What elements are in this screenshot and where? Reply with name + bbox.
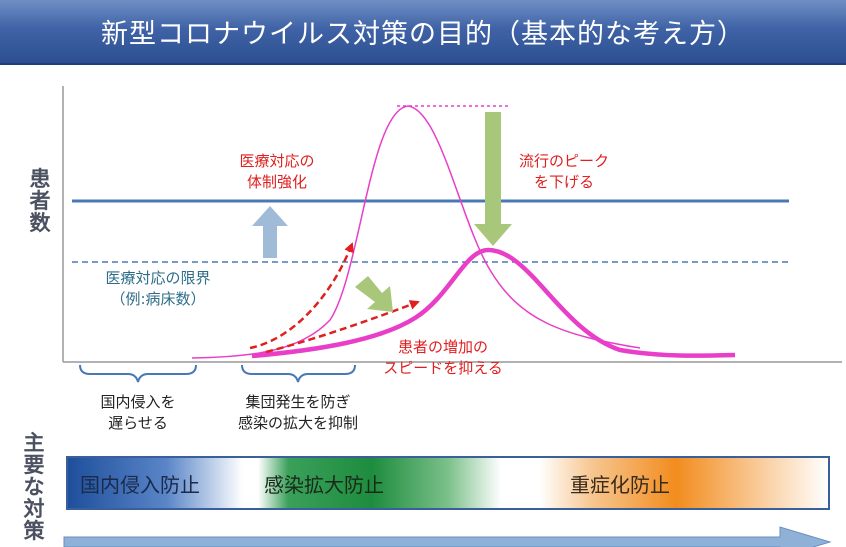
measures-band: 国内侵入防止 感染拡大防止 重症化防止 xyxy=(66,456,830,510)
lower-peak-line-2: を下げる xyxy=(533,173,594,191)
entry-phase-line-2: 遅らせる xyxy=(108,414,168,432)
page-title: 新型コロナウイルス対策の目的（基本的な考え方） xyxy=(101,19,745,50)
title-bar: 新型コロナウイルス対策の目的（基本的な考え方） xyxy=(0,0,846,65)
measures-title-text: 主要な対策 xyxy=(23,431,45,543)
cluster-phase-label: 集団発生を防ぎ 感染の拡大を抑制 xyxy=(228,392,368,434)
measure-spread-prevention: 感染拡大防止 xyxy=(264,473,384,497)
timeline-arrow xyxy=(63,526,832,547)
slow-growth-line-2: スピードを抑える xyxy=(383,359,503,377)
capacity-limit-line-2: （例:病床数） xyxy=(110,290,206,308)
mitigated-curve xyxy=(251,247,736,359)
lower-peak-line-1: 流行のピーク xyxy=(518,152,609,170)
capacity-strengthen-line-1: 医療対応の xyxy=(239,152,315,170)
y-axis-label-text: 患者数 xyxy=(29,167,51,235)
y-axis-label: 患者数 xyxy=(28,168,52,234)
measures-title: 主要な対策 xyxy=(22,432,46,542)
unmitigated-curve xyxy=(191,105,641,359)
entry-phase-label: 国内侵入を 遅らせる xyxy=(78,392,198,434)
capacity-limit-label: 医療対応の限界 （例:病床数） xyxy=(93,268,223,310)
slowed-growth-arrow xyxy=(265,300,420,354)
entry-phase-brace xyxy=(79,364,197,383)
capacity-strengthen-label: 医療対応の 体制強化 xyxy=(222,151,332,193)
measure-entry-prevention: 国内侵入防止 xyxy=(80,473,200,497)
capacity-strengthen-line-2: 体制強化 xyxy=(246,173,307,191)
capacity-up-arrow xyxy=(252,206,288,258)
slow-growth-label: 患者の増加の スピードを抑える xyxy=(378,337,508,379)
flatten-arrow xyxy=(355,276,393,312)
lower-peak-arrow xyxy=(474,112,512,246)
entry-phase-line-1: 国内侵入を xyxy=(100,393,176,411)
cluster-phase-line-1: 集団発生を防ぎ xyxy=(245,393,351,411)
slow-growth-line-1: 患者の増加の xyxy=(397,338,488,356)
measure-severity-prevention: 重症化防止 xyxy=(570,473,670,497)
lower-peak-label: 流行のピーク を下げる xyxy=(505,151,623,193)
cluster-phase-brace xyxy=(241,364,356,383)
capacity-limit-line-1: 医療対応の限界 xyxy=(105,269,211,287)
steep-growth-arrow xyxy=(249,242,354,350)
cluster-phase-line-2: 感染の拡大を抑制 xyxy=(237,414,358,432)
